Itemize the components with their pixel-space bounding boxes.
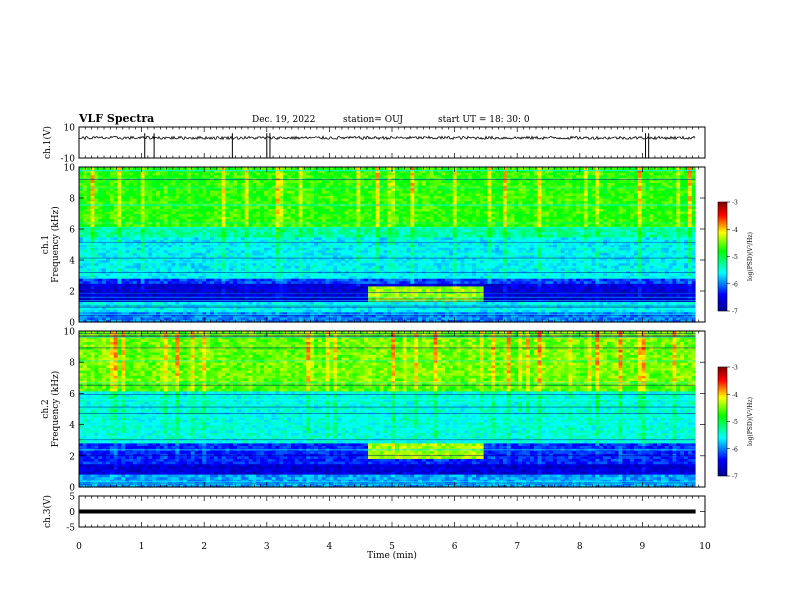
ytick-label-p3-4: 8 <box>69 359 75 369</box>
colorbar-tick-ch1-0: -3 <box>732 200 738 207</box>
ylabel-p4-0: ch.3(V) <box>42 495 53 528</box>
ytick-label-p2-5: 10 <box>64 164 76 174</box>
ylabel-p1-0: ch.1(V) <box>42 126 53 159</box>
colorbar-ch2 <box>718 367 727 476</box>
xtick-label-2: 2 <box>201 542 207 552</box>
xtick-label-7: 7 <box>514 542 520 552</box>
colorbar-tick-ch1-3: -6 <box>732 281 738 288</box>
ytick-label-p3-5: 10 <box>64 328 76 338</box>
colorbar-tick-ch2-3: -6 <box>732 446 738 453</box>
ytick-label-p4-2: -5 <box>66 524 75 534</box>
ylabel-p3-1: Frequency (kHz) <box>50 371 61 448</box>
colorbar-tick-ch1-2: -5 <box>732 254 738 261</box>
colorbar-ch1 <box>718 202 727 311</box>
xtick-label-6: 6 <box>452 542 458 552</box>
ytick-label-p3-1: 2 <box>69 452 75 462</box>
xtick-label-3: 3 <box>264 542 270 552</box>
ylabel-p2-1: Frequency (kHz) <box>50 206 61 283</box>
xtick-label-8: 8 <box>577 542 583 552</box>
ytick-label-p1-0: 10 <box>64 124 76 134</box>
ytick-label-p2-1: 2 <box>69 288 75 298</box>
spectrogram-ch2 <box>79 331 705 488</box>
xaxis-label: Time (min) <box>367 550 417 561</box>
colorbar-tick-ch2-2: -5 <box>732 419 738 426</box>
colorbar-tick-ch2-4: -7 <box>732 474 738 481</box>
xtick-label-4: 4 <box>327 542 333 552</box>
colorbar-tick-ch1-4: -7 <box>732 309 738 316</box>
colorbar-tick-ch1-1: -4 <box>732 227 738 234</box>
colorbar-label-ch2: log(PSD)(V²/Hz) <box>747 397 754 446</box>
ytick-label-p4-0: 5 <box>69 493 75 503</box>
colorbar-label-ch1: log(PSD)(V²/Hz) <box>747 232 754 281</box>
xtick-label-10: 10 <box>699 542 711 552</box>
ch1-waveform-line <box>79 136 695 139</box>
ylabel-p2-0: ch.1 <box>41 235 51 254</box>
colorbar-tick-ch2-0: -3 <box>732 365 738 372</box>
xtick-label-9: 9 <box>640 542 646 552</box>
xtick-label-1: 1 <box>139 542 145 552</box>
ytick-label-p2-3: 6 <box>69 226 75 236</box>
ytick-label-p3-3: 6 <box>69 390 75 400</box>
ytick-label-p4-1: 0 <box>69 508 75 518</box>
ylabel-p3-0: ch.2 <box>41 399 51 418</box>
spectrogram-ch1 <box>79 167 705 323</box>
ytick-label-p2-2: 4 <box>69 257 75 267</box>
ytick-label-p3-2: 4 <box>69 421 75 431</box>
xtick-label-0: 0 <box>76 542 82 552</box>
ytick-label-p2-4: 8 <box>69 195 75 205</box>
colorbar-tick-ch2-1: -4 <box>732 392 738 399</box>
